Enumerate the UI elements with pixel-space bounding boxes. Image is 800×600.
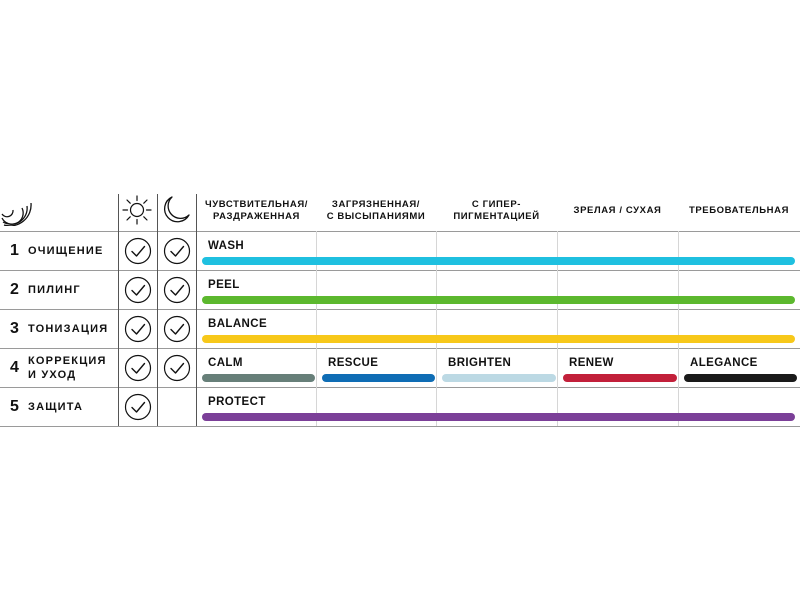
product-label: BRIGHTEN [448,357,512,369]
product-label: PEEL [208,279,240,291]
row-divider [0,426,800,427]
product-label: WASH [208,240,245,252]
product-bar [202,335,795,343]
row-divider [0,387,800,388]
step-label: 3 ТОНИЗАЦИЯ [10,309,116,348]
step-number: 4 [10,358,19,376]
step-number: 3 [10,319,19,337]
product-bar [563,374,677,382]
product-label: BALANCE [208,318,268,330]
col-divider [118,194,119,426]
product-label: CALM [208,357,243,369]
step-number: 2 [10,280,19,298]
product-bar [442,374,556,382]
col-divider [196,194,197,426]
step-label: 2 ПИЛИНГ [10,270,116,309]
night-check [163,354,191,387]
product-bar [322,374,435,382]
check-circle-icon [163,315,191,343]
product-label: ALEGANCE [690,357,758,369]
day-check [124,315,152,348]
night-check [163,276,191,309]
sound-wave-icon [1,202,32,226]
header-col-sensitive: ЧУВСТВИТЕЛЬНАЯ/ РАЗДРАЖЕННАЯ [204,199,309,222]
row-divider [0,348,800,349]
step-number: 5 [10,397,19,415]
step-label: 5 ЗАЩИТА [10,387,116,426]
night-check [163,237,191,270]
day-check [124,276,152,309]
row-divider [0,231,800,232]
product-bar [202,413,795,421]
col-divider [557,231,558,426]
product-label: PROTECT [208,396,266,408]
check-circle-icon [163,237,191,265]
step-name: КОРРЕКЦИЯ И УХОД [28,354,107,381]
col-divider [316,231,317,426]
product-bar [202,296,795,304]
day-check [124,237,152,270]
check-circle-icon [124,315,152,343]
col-divider [157,194,158,426]
product-bar [684,374,797,382]
day-check [124,354,152,387]
step-label: 4 КОРРЕКЦИЯ И УХОД [10,348,116,387]
step-name: ЗАЩИТА [28,400,84,413]
product-bar [202,257,795,265]
header-col-demanding: ТРЕБОВАТЕЛЬНАЯ [688,205,790,216]
check-circle-icon [163,276,191,304]
step-name: ОЧИЩЕНИЕ [28,244,104,257]
sun-icon [122,195,152,225]
step-name: ТОНИЗАЦИЯ [28,322,109,335]
product-label: RENEW [569,357,614,369]
check-circle-icon [124,237,152,265]
product-label: RESCUE [328,357,379,369]
header-col-polluted: ЗАГРЯЗНЕННАЯ/ С ВЫСЫПАНИЯМИ [326,199,426,222]
step-number: 1 [10,241,19,259]
row-divider [0,270,800,271]
night-check [163,315,191,348]
check-circle-icon [163,354,191,382]
product-bar [202,374,315,382]
header-col-pigmentation: С ГИПЕР- ПИГМЕНТАЦИЕЙ [453,199,540,222]
step-name: ПИЛИНГ [28,283,81,296]
check-circle-icon [124,354,152,382]
day-check [124,393,152,426]
col-divider [678,231,679,426]
step-label: 1 ОЧИЩЕНИЕ [10,231,116,270]
check-circle-icon [124,393,152,421]
row-divider [0,309,800,310]
col-divider [436,231,437,426]
header-col-mature-dry: ЗРЕЛАЯ / СУХАЯ [573,205,662,216]
check-circle-icon [124,276,152,304]
moon-icon [163,196,190,223]
